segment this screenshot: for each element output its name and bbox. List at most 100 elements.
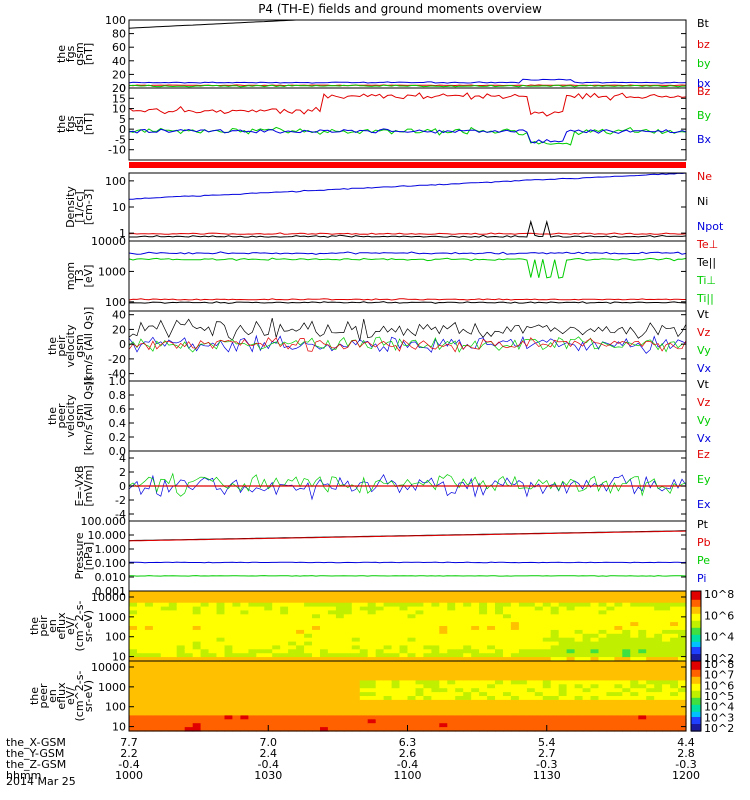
spectrogram-cell	[518, 715, 528, 720]
colorbar-tick-label: 10^6	[704, 679, 734, 692]
spectrogram-cell	[582, 672, 592, 678]
spectrogram-cell	[327, 618, 337, 623]
spectrogram-cell	[248, 602, 257, 608]
by-trace	[128, 126, 687, 146]
spectrogram-cell	[566, 676, 576, 682]
spectrogram-cell	[367, 672, 377, 678]
spectrogram-cell	[208, 606, 218, 612]
colorbar-segment	[691, 643, 701, 646]
spectrogram-cell	[367, 637, 377, 643]
spectrogram-cell	[526, 711, 536, 717]
spectrogram-cell	[566, 626, 576, 631]
spectrogram-cell	[383, 676, 393, 682]
spectrogram-cell	[415, 715, 425, 720]
spectrogram-cell	[455, 637, 464, 643]
spectrogram-cell	[304, 629, 313, 635]
spectrogram-cell	[264, 626, 273, 631]
spectrogram-cell	[248, 618, 257, 623]
spectrogram-cell	[479, 602, 488, 608]
spectrogram-cell	[510, 711, 520, 717]
spectrogram-cell	[152, 692, 162, 697]
spectrogram-cell	[280, 692, 289, 697]
spectrogram-cell	[176, 696, 186, 701]
spectrogram-cell	[463, 645, 472, 650]
spectrogram-cell	[550, 684, 560, 689]
spectrogram-cell	[208, 622, 218, 627]
spectrogram-cell	[335, 699, 345, 705]
spectrogram-cell	[598, 626, 608, 631]
spectrogram-cell	[272, 626, 281, 631]
spectrogram-cell	[168, 699, 178, 705]
spectrogram-cell	[343, 626, 353, 631]
spectrogram-cell	[487, 727, 496, 732]
spectrogram-cell	[359, 723, 369, 728]
spectrogram-cell	[622, 637, 631, 643]
spectrogram-cell	[280, 657, 289, 662]
spectrogram-cell	[232, 664, 241, 670]
spectrogram-cell	[327, 715, 337, 720]
colorbar-segment	[691, 591, 701, 594]
spectrogram-cell	[335, 727, 345, 732]
spectrogram-cell	[423, 602, 432, 608]
spectrogram-cell	[582, 657, 592, 662]
spectrogram-cell	[415, 723, 425, 728]
spectrogram-cell	[638, 657, 647, 662]
spectrogram-cell	[144, 715, 154, 720]
spectrogram-cell	[256, 711, 265, 717]
spectrogram-cell	[144, 661, 154, 666]
spectrogram-cell	[487, 676, 496, 682]
spectrogram-cell	[582, 626, 592, 631]
spectrogram-cell	[630, 649, 639, 654]
spectrogram-cell	[495, 688, 504, 693]
spectrogram-cell	[240, 696, 249, 701]
spectrogram-cell	[518, 641, 528, 647]
spectrogram-cell	[152, 696, 162, 701]
spectrogram-cell	[320, 645, 329, 650]
spectrogram-cell	[240, 657, 249, 662]
spectrogram-cell	[431, 672, 440, 678]
spectrogram-cell	[335, 591, 345, 596]
y-tick-label: 10000	[91, 591, 126, 604]
spectrogram-cell	[630, 707, 639, 713]
spectrogram-cell	[391, 692, 401, 697]
spectrogram-cell	[542, 629, 552, 635]
spectrogram-cell	[176, 591, 186, 596]
spectrogram-cell	[176, 661, 186, 666]
spectrogram-cell	[304, 727, 313, 732]
spectrogram-cell	[216, 696, 226, 701]
spectrogram-cell	[240, 688, 249, 693]
spectrogram-cell	[248, 598, 257, 604]
spectrogram-cell	[503, 598, 512, 604]
date-label: 2014 Mar 25	[6, 775, 76, 788]
spectrogram-cell	[654, 715, 663, 720]
spectrogram-cell	[160, 680, 170, 685]
spectrogram-cell	[582, 614, 592, 619]
colorbar-segment	[691, 717, 701, 720]
spectrogram-cell	[343, 598, 353, 604]
spectrogram-cell	[662, 727, 671, 732]
spectrogram-cell	[248, 661, 257, 666]
spectrogram-cell	[503, 676, 512, 682]
spectrogram-cell	[582, 719, 592, 724]
spectrogram-cell	[208, 614, 218, 619]
spectrogram-cell	[367, 649, 377, 654]
spectrogram-cell	[383, 626, 393, 631]
spectrogram-cell	[550, 672, 560, 678]
spectrogram-cell	[272, 602, 281, 608]
spectrogram-cell	[574, 727, 584, 732]
spectrogram-cell	[137, 727, 146, 732]
spectrogram-cell	[662, 668, 671, 674]
spectrogram-cell	[399, 727, 409, 732]
spectrogram-cell	[550, 696, 560, 701]
spectrogram-cell	[590, 641, 600, 647]
spectrogram-cell	[391, 672, 401, 678]
spectrogram-cell	[200, 629, 210, 635]
y-tick-label: 0.0	[109, 445, 127, 458]
spectrogram-cell	[415, 676, 425, 682]
spectrogram-cell	[614, 719, 623, 724]
spectrogram-cell	[526, 602, 536, 608]
spectrogram-cell	[662, 715, 671, 720]
spectrogram-cell	[463, 653, 472, 658]
spectrogram-cell	[240, 641, 249, 647]
spectrogram-cell	[232, 598, 241, 604]
